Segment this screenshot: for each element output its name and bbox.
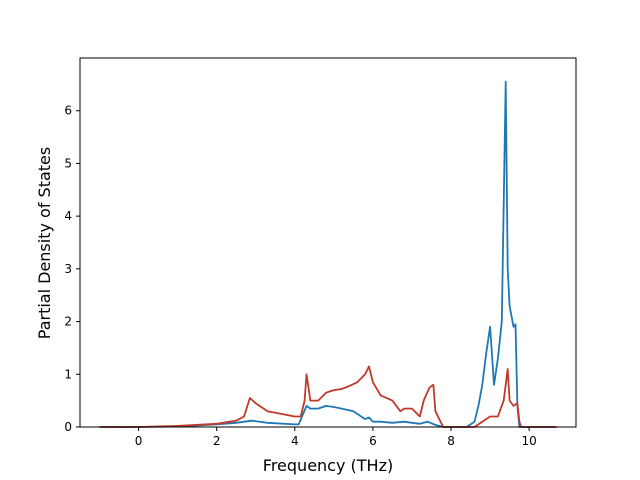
x-tick-label: 0 (135, 434, 143, 448)
y-tick-label: 3 (64, 262, 72, 276)
series-line-2 (99, 365, 557, 428)
y-tick-label: 1 (64, 367, 72, 381)
y-axis-label: Partial Density of States (35, 147, 54, 339)
y-tick-label: 0 (64, 420, 72, 434)
x-axis-label: Frequency (THz) (263, 456, 393, 475)
x-tick-label: 8 (447, 434, 455, 448)
x-tick-label: 4 (291, 434, 299, 448)
series-line-1 (99, 80, 557, 428)
y-tick-label: 6 (64, 104, 72, 118)
x-tick-label: 10 (521, 434, 536, 448)
y-tick-label: 5 (64, 156, 72, 170)
x-axis-ticks: 0 2 4 6 8 10 (135, 427, 537, 448)
y-tick-label: 4 (64, 209, 72, 223)
x-tick-label: 6 (369, 434, 377, 448)
y-axis-ticks: 0 1 2 3 4 5 6 (64, 104, 80, 434)
plot-lines (99, 80, 557, 428)
x-tick-label: 2 (213, 434, 221, 448)
y-tick-label: 2 (64, 315, 72, 329)
plot-frame (79, 57, 577, 428)
